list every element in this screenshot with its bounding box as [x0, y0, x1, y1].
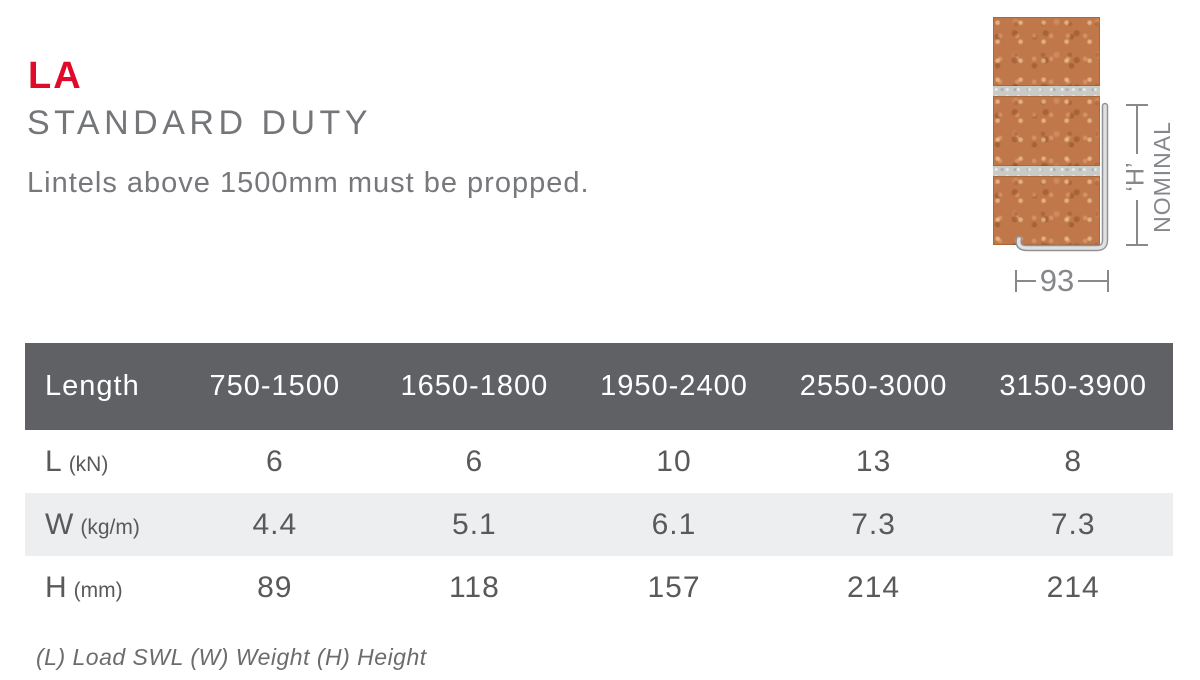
table-cell: 5.1: [374, 493, 575, 556]
column-header-span-2: 1650-1800: [374, 343, 575, 430]
mortar-joint: [993, 165, 1100, 176]
table-cell: 6: [265, 444, 284, 478]
table-cell: 214: [1046, 570, 1100, 604]
width-dimension: [1015, 270, 1109, 292]
column-header-span-3: 1950-2400: [574, 343, 774, 430]
table-cell: 89: [257, 570, 293, 604]
lintel-illustration: ‘H’ NOMINAL 93: [990, 14, 1195, 314]
dimension-overlay: ‘H’ NOMINAL 93: [1015, 102, 1175, 298]
table-cell: 7.3: [773, 493, 974, 556]
steel-angle-profile: [1015, 102, 1109, 252]
table-row-load: L (kN) 6 6 10 13 8: [25, 430, 1173, 493]
row-label-weight: W (kg/m): [25, 493, 175, 556]
table-cell: 7.3: [973, 493, 1173, 556]
legend-footnote: (L) Load SWL (W) Weight (H) Height: [36, 644, 427, 670]
row-label-unit: (kN): [68, 452, 109, 476]
table-cell: 10: [656, 444, 692, 478]
load-span-table: Length 750-1500 1650-1800 1950-2400 2550…: [25, 343, 1173, 619]
table-cell: 4.4: [175, 493, 375, 556]
row-label-load: L (kN): [25, 430, 175, 493]
brick: [993, 17, 1100, 87]
mortar-joint: [993, 86, 1100, 97]
table-cell: 157: [647, 570, 701, 604]
table-cell: 6.1: [574, 493, 774, 556]
product-title: STANDARD DUTY: [27, 104, 372, 142]
brick: [993, 96, 1100, 166]
column-header-span-1: 750-1500: [175, 343, 375, 430]
row-label-letter: L: [45, 444, 62, 478]
table-cell: 6: [465, 444, 484, 478]
table-cell: 214: [847, 570, 901, 604]
product-code: LA: [28, 55, 83, 97]
height-dimension-label-h: ‘H’: [1122, 162, 1150, 191]
table-row-weight: W (kg/m) 4.4 5.1 6.1 7.3 7.3: [25, 493, 1173, 556]
row-label-unit: (kg/m): [80, 515, 140, 539]
row-label-height: H (mm): [25, 556, 175, 619]
height-dimension: [1126, 104, 1148, 246]
table-header-row: Length 750-1500 1650-1800 1950-2400 2550…: [25, 343, 1173, 430]
column-header-span-4: 2550-3000: [773, 343, 974, 430]
height-dimension-label-nominal: NOMINAL: [1149, 121, 1175, 233]
table-cell: 8: [1064, 444, 1083, 478]
column-header-length: Length: [25, 343, 175, 430]
table-cell: 13: [855, 444, 892, 478]
brick-stack: [993, 17, 1100, 245]
table-cell: 118: [448, 570, 500, 604]
width-dimension-label: 93: [1040, 263, 1074, 298]
row-label-letter: H: [45, 570, 67, 604]
column-header-span-5: 3150-3900: [973, 343, 1173, 430]
table-row-height: H (mm) 89 118 157 214 214: [25, 556, 1173, 619]
brick: [993, 175, 1100, 245]
row-label-unit: (mm): [73, 578, 123, 602]
propping-note: Lintels above 1500mm must be propped.: [27, 167, 590, 199]
row-label-letter: W: [45, 507, 74, 541]
